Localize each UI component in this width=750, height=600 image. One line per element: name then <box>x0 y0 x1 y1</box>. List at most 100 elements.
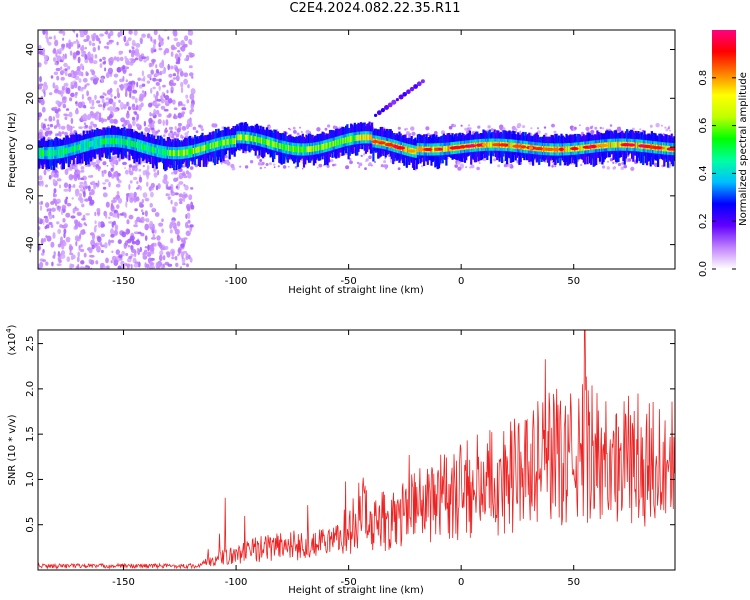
haze-point <box>487 125 491 129</box>
noise-speckle <box>55 112 60 119</box>
ridge-core <box>205 144 208 151</box>
haze-point <box>502 127 506 131</box>
noise-speckle <box>186 263 189 268</box>
noise-speckle <box>139 246 142 253</box>
noise-speckle <box>78 184 84 189</box>
haze-point <box>574 126 577 130</box>
noise-speckle <box>177 253 180 257</box>
haze-point <box>324 127 328 131</box>
noise-speckle <box>149 122 153 125</box>
noise-speckle <box>155 78 159 82</box>
noise-speckle <box>142 192 148 199</box>
haze-point <box>220 162 223 165</box>
noise-speckle <box>54 62 58 66</box>
noise-speckle <box>89 259 95 265</box>
ridge-core <box>67 147 70 154</box>
noise-speckle <box>92 46 97 53</box>
noise-speckle <box>62 30 66 36</box>
noise-speckle <box>108 181 111 188</box>
noise-speckle <box>113 73 119 78</box>
ridge-core <box>51 150 54 156</box>
noise-speckle <box>125 88 128 93</box>
noise-speckle <box>61 244 65 250</box>
ridge-core <box>186 149 189 156</box>
noise-speckle <box>172 99 176 105</box>
ridge-core <box>276 142 280 149</box>
ridge-hotspot <box>628 143 635 147</box>
ridge-core <box>431 146 434 153</box>
haze-point <box>397 126 401 130</box>
noise-speckle <box>60 210 64 216</box>
noise-speckle <box>110 110 113 115</box>
ridge-core <box>164 149 167 156</box>
ridge-core <box>432 146 436 153</box>
noise-speckle <box>181 113 184 118</box>
noise-speckle <box>141 70 145 77</box>
noise-speckle <box>133 30 138 36</box>
ridge-core <box>145 145 148 151</box>
noise-speckle <box>146 263 150 269</box>
noise-speckle <box>107 172 113 178</box>
noise-speckle <box>148 102 153 108</box>
haze-point <box>273 163 276 166</box>
noise-speckle <box>77 263 80 269</box>
ridge-core <box>111 138 114 144</box>
ridge-core <box>229 138 233 145</box>
noise-speckle <box>177 50 181 53</box>
noise-speckle <box>39 205 43 211</box>
noise-speckle <box>76 256 80 263</box>
haze-point <box>49 133 51 136</box>
noise-speckle <box>176 177 179 182</box>
noise-speckle <box>48 130 53 135</box>
noise-speckle <box>121 250 125 257</box>
noise-speckle <box>127 245 131 248</box>
noise-speckle <box>48 221 53 226</box>
noise-speckle <box>157 241 161 247</box>
ridge-core <box>130 140 133 147</box>
noise-speckle <box>40 200 43 205</box>
noise-speckle <box>163 108 169 112</box>
noise-speckle <box>63 62 68 68</box>
noise-speckle <box>45 34 48 40</box>
noise-speckle <box>174 192 179 196</box>
haze-point <box>259 159 263 162</box>
noise-speckle <box>188 194 193 201</box>
ridge-core <box>96 139 99 146</box>
haze-point <box>530 127 533 130</box>
ridge-core <box>562 146 566 153</box>
noise-speckle <box>70 164 73 172</box>
ridge-core <box>238 134 241 141</box>
noise-speckle <box>115 194 120 201</box>
noise-speckle <box>110 233 115 238</box>
noise-speckle <box>55 100 60 105</box>
noise-speckle <box>130 58 136 64</box>
noise-speckle <box>91 103 94 106</box>
noise-speckle <box>183 175 188 179</box>
haze-point <box>655 123 660 128</box>
noise-speckle <box>138 168 142 172</box>
ridge-core <box>99 139 103 145</box>
noise-speckle <box>80 248 85 253</box>
ridge-core <box>281 143 285 150</box>
haze-point <box>590 129 595 135</box>
noise-speckle <box>43 59 48 65</box>
noise-speckle <box>109 118 115 124</box>
haze-point <box>470 164 475 169</box>
colorbar-tick-label: 0.2 <box>698 213 709 229</box>
noise-speckle <box>92 60 98 65</box>
noise-speckle <box>90 121 94 126</box>
noise-speckle <box>73 174 78 182</box>
haze-point <box>598 161 602 165</box>
noise-speckle <box>155 68 159 75</box>
noise-speckle <box>38 226 41 231</box>
noise-speckle <box>90 188 95 196</box>
ridge-core <box>222 139 225 146</box>
ridge-core <box>618 141 621 148</box>
noise-speckle <box>128 81 133 85</box>
noise-speckle <box>158 85 161 91</box>
noise-speckle <box>68 111 73 118</box>
noise-speckle <box>138 219 143 223</box>
noise-speckle <box>58 30 64 34</box>
ridge-core <box>160 148 163 155</box>
noise-speckle <box>108 114 113 119</box>
